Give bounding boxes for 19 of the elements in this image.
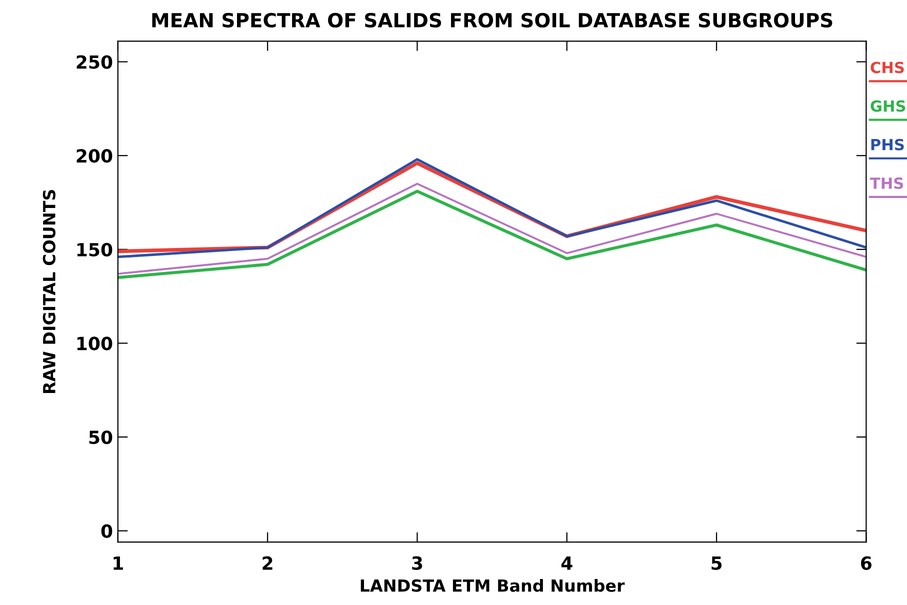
y-tick-label: 0 (101, 524, 112, 538)
x-axis-title: LANDSTA ETM Band Number (360, 579, 625, 592)
text: PHS (871, 138, 904, 150)
y-tick-label: 200 (76, 149, 112, 163)
x-tick-label: 6 (861, 556, 872, 570)
y-tick-label: 250 (76, 55, 112, 69)
x-tick-label: 4 (561, 556, 572, 570)
y-tick-label: 150 (77, 242, 112, 257)
text: THS (870, 177, 904, 189)
text: CHS (870, 62, 904, 74)
x-tick-label: 1 (114, 556, 123, 570)
y-tick-label: 50 (89, 430, 112, 444)
chart-title: MEAN SPECTRA OF SALIDS FROM SOIL DATABASE SUBGROUPS (152, 12, 832, 28)
x-tick-label: 2 (262, 556, 272, 570)
y-tick-label: 100 (77, 336, 112, 350)
x-tick-label: 3 (412, 556, 422, 570)
text: GHS (870, 100, 906, 112)
y-axis-title: RAW DIGITAL COUNTS (42, 190, 56, 393)
x-tick-label: 5 (712, 556, 722, 570)
